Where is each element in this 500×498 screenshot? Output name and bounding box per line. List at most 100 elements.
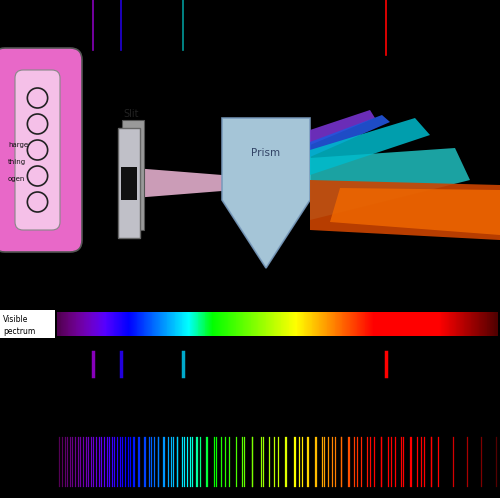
Bar xyxy=(436,312,437,336)
Bar xyxy=(401,312,402,336)
Bar xyxy=(398,312,399,336)
Bar xyxy=(376,312,377,336)
Bar xyxy=(149,312,150,336)
Bar xyxy=(310,312,312,336)
Text: thing: thing xyxy=(8,159,26,165)
Bar xyxy=(245,312,246,336)
FancyBboxPatch shape xyxy=(118,128,140,238)
Bar xyxy=(314,312,315,336)
Polygon shape xyxy=(310,118,430,175)
Bar xyxy=(188,312,190,336)
Bar xyxy=(258,312,260,336)
Bar xyxy=(336,312,337,336)
Bar xyxy=(444,312,445,336)
Bar xyxy=(437,312,438,336)
Polygon shape xyxy=(310,110,375,145)
Bar xyxy=(316,312,317,336)
Bar xyxy=(238,312,239,336)
Bar xyxy=(118,312,119,336)
Bar xyxy=(68,312,70,336)
Bar xyxy=(426,312,428,336)
Bar xyxy=(246,312,247,336)
Bar xyxy=(366,312,367,336)
Bar xyxy=(224,312,225,336)
Bar xyxy=(306,312,307,336)
Bar xyxy=(325,312,326,336)
Bar xyxy=(410,312,412,336)
Bar xyxy=(286,312,287,336)
Bar xyxy=(329,312,330,336)
Bar xyxy=(253,312,254,336)
Bar xyxy=(80,312,81,336)
Bar xyxy=(431,312,432,336)
Bar xyxy=(96,312,97,336)
Bar xyxy=(171,312,172,336)
Bar xyxy=(340,312,342,336)
Bar xyxy=(434,312,436,336)
Bar xyxy=(182,312,184,336)
Bar xyxy=(360,312,361,336)
Bar xyxy=(141,312,142,336)
Bar xyxy=(72,312,73,336)
Bar xyxy=(483,312,484,336)
Bar xyxy=(380,312,382,336)
Bar xyxy=(277,312,278,336)
Bar xyxy=(384,312,385,336)
Bar xyxy=(87,312,88,336)
Bar xyxy=(474,312,475,336)
Bar xyxy=(180,312,182,336)
Bar xyxy=(372,312,374,336)
Bar xyxy=(230,312,231,336)
Bar xyxy=(194,312,195,336)
Bar xyxy=(284,312,285,336)
Bar xyxy=(402,312,404,336)
Bar xyxy=(217,312,218,336)
Bar xyxy=(109,312,110,336)
Bar xyxy=(179,312,180,336)
Bar xyxy=(211,312,212,336)
Bar xyxy=(97,312,98,336)
Bar xyxy=(301,312,302,336)
Bar xyxy=(359,312,360,336)
Bar xyxy=(261,312,262,336)
Bar xyxy=(458,312,459,336)
Bar xyxy=(324,312,325,336)
Bar xyxy=(103,312,104,336)
Bar xyxy=(468,312,469,336)
Bar xyxy=(74,312,76,336)
Bar xyxy=(223,312,224,336)
Bar xyxy=(202,312,203,336)
Bar xyxy=(438,312,439,336)
Bar xyxy=(290,312,291,336)
Bar xyxy=(193,312,194,336)
Bar xyxy=(392,312,393,336)
Bar xyxy=(356,312,358,336)
Bar xyxy=(393,312,394,336)
Bar xyxy=(255,312,256,336)
Bar xyxy=(408,312,410,336)
Bar xyxy=(346,312,347,336)
Bar xyxy=(418,312,420,336)
Bar xyxy=(260,312,261,336)
Bar xyxy=(298,312,299,336)
Bar xyxy=(262,312,263,336)
Bar xyxy=(116,312,117,336)
Bar xyxy=(125,312,126,336)
Bar xyxy=(231,312,232,336)
Bar xyxy=(374,312,375,336)
Bar xyxy=(318,312,320,336)
Bar xyxy=(79,312,80,336)
Bar xyxy=(345,312,346,336)
Bar xyxy=(95,312,96,336)
Bar xyxy=(337,312,338,336)
Polygon shape xyxy=(330,188,500,235)
Text: ogen: ogen xyxy=(8,176,25,182)
Bar xyxy=(344,312,345,336)
Bar xyxy=(452,312,453,336)
Bar xyxy=(170,312,171,336)
Bar xyxy=(195,312,196,336)
Bar xyxy=(146,312,147,336)
Bar xyxy=(114,312,116,336)
Text: Prism: Prism xyxy=(252,148,280,158)
Bar xyxy=(352,312,353,336)
